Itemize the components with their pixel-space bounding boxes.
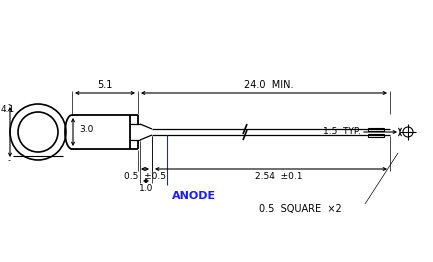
- Bar: [368, 128, 384, 130]
- Text: 0.5  ±0.5: 0.5 ±0.5: [124, 172, 166, 181]
- Text: 0.5  SQUARE  ×2: 0.5 SQUARE ×2: [259, 204, 341, 214]
- Text: 4.1: 4.1: [1, 105, 15, 114]
- Text: ANODE: ANODE: [172, 191, 216, 201]
- Text: 2.54  ±0.1: 2.54 ±0.1: [255, 172, 303, 181]
- Bar: [368, 134, 384, 137]
- Text: 1.0: 1.0: [139, 184, 153, 193]
- Text: 3.0: 3.0: [79, 124, 94, 134]
- Text: 5.1: 5.1: [97, 80, 113, 90]
- Text: 1.5  TYP.: 1.5 TYP.: [323, 127, 361, 135]
- Text: 24.0  MIN.: 24.0 MIN.: [244, 80, 294, 90]
